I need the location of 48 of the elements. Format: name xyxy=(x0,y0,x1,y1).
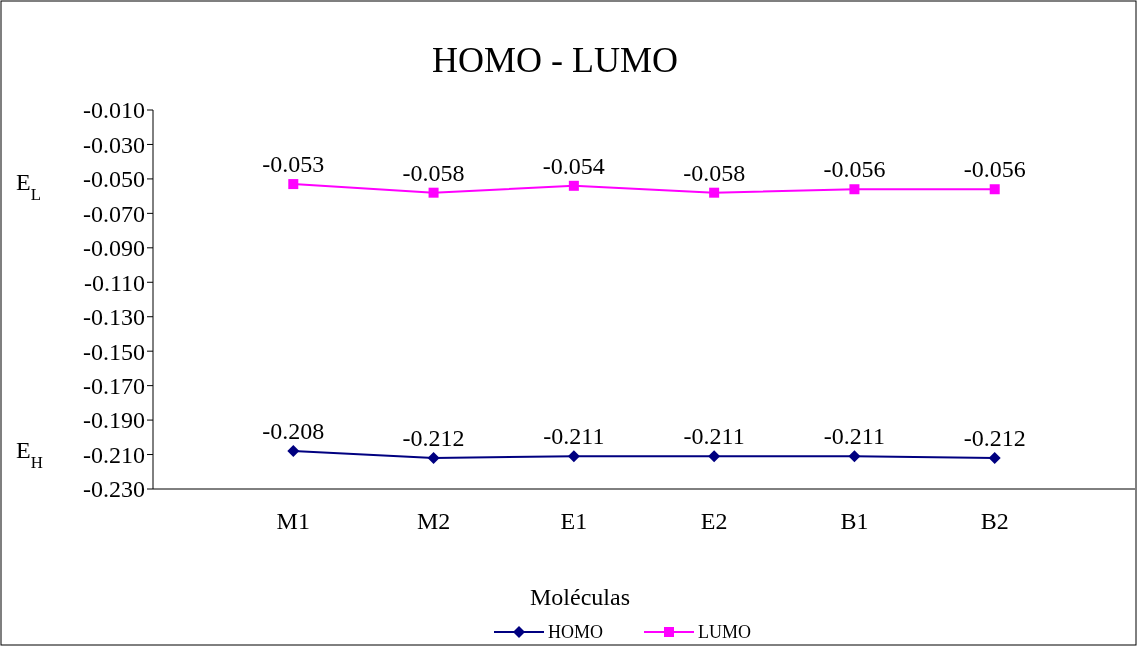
data-label: -0.053 xyxy=(262,151,325,178)
y-tick-label: -0.210 xyxy=(83,441,145,468)
y-tick-label: -0.190 xyxy=(83,407,145,434)
point xyxy=(427,451,440,464)
point xyxy=(709,187,720,198)
y-tick-label: -0.230 xyxy=(83,476,145,503)
y-tick-label: -0.070 xyxy=(83,200,145,227)
data-label: -0.211 xyxy=(823,423,885,450)
chart-title: HOMO - LUMO xyxy=(432,40,678,80)
y-tick-label: -0.010 xyxy=(83,97,145,124)
point xyxy=(708,450,721,463)
point xyxy=(848,450,861,463)
x-tick-label: M1 xyxy=(276,508,310,534)
point xyxy=(988,451,1001,464)
legend-label: HOMO xyxy=(548,622,604,643)
data-label: -0.212 xyxy=(963,424,1026,451)
legend-label: LUMO xyxy=(698,622,751,643)
y-tick-label: -0.030 xyxy=(83,131,145,158)
point xyxy=(989,184,1000,195)
x-tick-label: M2 xyxy=(416,508,451,534)
y-tick-label: -0.130 xyxy=(83,304,145,331)
data-label: -0.058 xyxy=(683,159,746,186)
point xyxy=(288,179,299,190)
point xyxy=(568,180,579,191)
y-tick-label: -0.050 xyxy=(83,166,145,193)
text: E$_{L}$ xyxy=(16,169,41,204)
data-label: -0.056 xyxy=(963,156,1026,183)
text: E$_{H}$ xyxy=(16,436,43,471)
point xyxy=(849,184,860,195)
data-label: -0.058 xyxy=(402,159,465,186)
data-label: -0.054 xyxy=(542,152,605,179)
x-axis-title: Moléculas xyxy=(530,584,630,610)
x-tick-label: B2 xyxy=(980,508,1009,534)
point xyxy=(428,187,439,198)
y-tick-label: -0.170 xyxy=(83,373,145,400)
data-label: -0.212 xyxy=(402,424,465,451)
x-tick-label: B1 xyxy=(840,508,869,534)
x-tick-label: E2 xyxy=(700,508,728,534)
point xyxy=(287,445,300,458)
point xyxy=(567,450,580,463)
y-tick-label: -0.090 xyxy=(83,235,145,262)
y-tick-label: -0.110 xyxy=(83,269,145,296)
x-tick-label: E1 xyxy=(560,508,588,534)
y-tick-label: -0.150 xyxy=(83,338,145,365)
data-label: -0.211 xyxy=(683,423,745,450)
data-label: -0.056 xyxy=(823,156,886,183)
data-label: -0.208 xyxy=(262,418,325,445)
data-label: -0.211 xyxy=(543,423,605,450)
